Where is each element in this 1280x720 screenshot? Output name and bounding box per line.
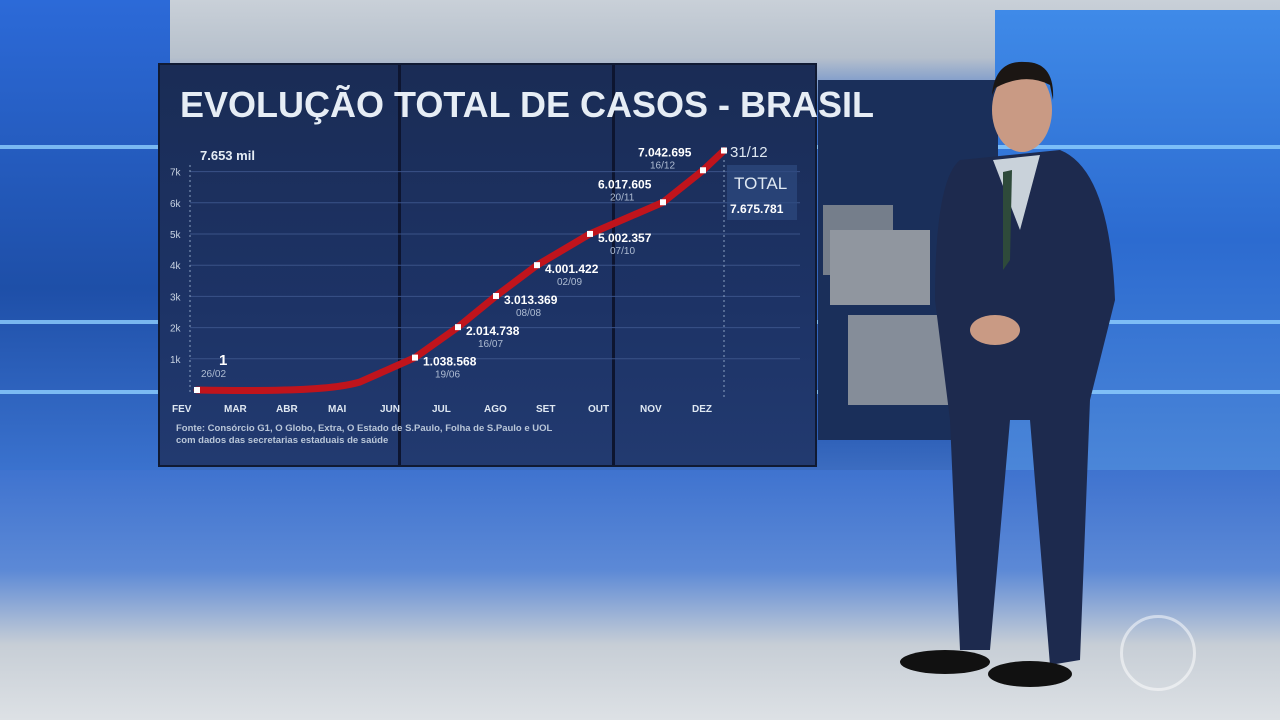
data-label-value: 1.038.568 bbox=[423, 355, 477, 369]
data-point bbox=[587, 230, 593, 237]
data-label-date: 26/02 bbox=[201, 369, 226, 380]
x-tick-label: SET bbox=[536, 404, 555, 415]
y-tick-label: 5k bbox=[170, 230, 182, 241]
x-tick-label: NOV bbox=[640, 404, 662, 415]
data-label-value: 1 bbox=[219, 352, 227, 369]
y-tick-label: 7k bbox=[170, 168, 182, 179]
data-point bbox=[700, 167, 706, 174]
y-tick-label: 6k bbox=[170, 199, 182, 210]
source-line-2: com dados das secretarias estaduais de s… bbox=[176, 435, 388, 446]
data-point bbox=[412, 354, 418, 361]
data-point bbox=[721, 147, 727, 154]
max-label: 7.653 mil bbox=[200, 148, 255, 163]
x-tick-label: JUL bbox=[432, 404, 451, 415]
x-tick-label: AGO bbox=[484, 404, 507, 415]
presenter-shoe bbox=[988, 661, 1072, 687]
y-tick-label: 1k bbox=[170, 355, 182, 366]
data-point bbox=[493, 292, 499, 299]
data-label-date: 16/12 bbox=[650, 160, 675, 171]
x-tick-label: DEZ bbox=[692, 404, 712, 415]
data-label-value: 7.042.695 bbox=[638, 145, 692, 159]
y-tick-label: 2k bbox=[170, 324, 182, 335]
photo bbox=[830, 230, 930, 305]
studio-wall-left bbox=[0, 0, 170, 480]
data-point bbox=[194, 386, 200, 393]
x-tick-label: JUN bbox=[380, 404, 400, 415]
data-label-date: 02/09 bbox=[557, 277, 582, 288]
data-label-value: 3.013.369 bbox=[504, 293, 558, 307]
presenter-shoe bbox=[900, 650, 990, 674]
data-label-value: 6.017.605 bbox=[598, 177, 652, 191]
data-label-date: 16/07 bbox=[478, 339, 503, 350]
series-line bbox=[193, 147, 728, 395]
presenter-head bbox=[992, 68, 1052, 152]
presenter-hands bbox=[970, 315, 1020, 345]
total-box bbox=[727, 165, 797, 220]
data-point bbox=[660, 199, 666, 206]
presenter-tie bbox=[1003, 170, 1012, 270]
y-tick-label: 4k bbox=[170, 261, 182, 272]
data-label-date: 07/10 bbox=[610, 246, 635, 257]
presenter-suit bbox=[935, 150, 1115, 665]
x-tick-label: FEV bbox=[172, 404, 192, 415]
channel-logo-watermark bbox=[1120, 615, 1196, 691]
x-tick-label: MAR bbox=[224, 404, 248, 415]
data-label-date: 08/08 bbox=[516, 308, 541, 319]
y-tick-label: 3k bbox=[170, 292, 182, 303]
data-label-value: 4.001.422 bbox=[545, 262, 599, 276]
data-label-date: 20/11 bbox=[610, 192, 635, 203]
total-value: 7.675.781 bbox=[730, 202, 784, 216]
data-point bbox=[534, 262, 540, 269]
chart-title: EVOLUÇÃO TOTAL DE CASOS - BRASIL bbox=[180, 83, 874, 125]
total-date: 31/12 bbox=[730, 144, 768, 161]
source-line-1: Fonte: Consórcio G1, O Globo, Extra, O E… bbox=[176, 423, 553, 434]
data-point bbox=[455, 324, 461, 331]
presenter-hair bbox=[992, 61, 1054, 100]
total-label: TOTAL bbox=[734, 174, 787, 193]
x-tick-label: MAI bbox=[328, 404, 347, 415]
x-tick-label: ABR bbox=[276, 404, 298, 415]
x-tick-label: OUT bbox=[588, 404, 609, 415]
data-label-value: 5.002.357 bbox=[598, 231, 652, 245]
data-label-value: 2.014.738 bbox=[466, 324, 520, 338]
data-label-date: 19/06 bbox=[435, 370, 460, 381]
